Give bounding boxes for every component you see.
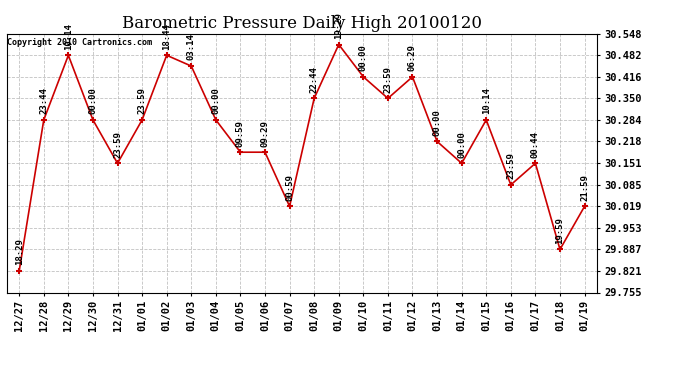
Text: Copyright 2010 Cartronics.com: Copyright 2010 Cartronics.com bbox=[8, 38, 152, 46]
Text: 18:44: 18:44 bbox=[162, 23, 171, 50]
Text: 00:00: 00:00 bbox=[211, 87, 220, 114]
Text: 00:59: 00:59 bbox=[285, 174, 294, 201]
Text: 23:44: 23:44 bbox=[39, 87, 48, 114]
Text: 00:00: 00:00 bbox=[457, 131, 466, 158]
Text: 00:00: 00:00 bbox=[359, 44, 368, 71]
Text: 10:14: 10:14 bbox=[482, 87, 491, 114]
Text: 10:14: 10:14 bbox=[64, 23, 73, 50]
Text: 23:59: 23:59 bbox=[137, 87, 146, 114]
Text: 19:29: 19:29 bbox=[334, 12, 343, 39]
Text: 09:59: 09:59 bbox=[236, 120, 245, 147]
Text: 06:29: 06:29 bbox=[408, 44, 417, 71]
Text: 09:29: 09:29 bbox=[261, 120, 270, 147]
Text: 23:59: 23:59 bbox=[384, 66, 393, 93]
Text: 23:59: 23:59 bbox=[506, 152, 515, 179]
Text: 22:44: 22:44 bbox=[310, 66, 319, 93]
Text: 18:29: 18:29 bbox=[14, 238, 23, 265]
Text: 00:44: 00:44 bbox=[531, 131, 540, 158]
Text: 03:14: 03:14 bbox=[187, 33, 196, 60]
Text: 00:00: 00:00 bbox=[433, 109, 442, 136]
Text: 00:00: 00:00 bbox=[88, 87, 97, 114]
Text: 23:59: 23:59 bbox=[113, 131, 122, 158]
Title: Barometric Pressure Daily High 20100120: Barometric Pressure Daily High 20100120 bbox=[122, 15, 482, 32]
Text: 21:59: 21:59 bbox=[580, 174, 589, 201]
Text: 19:59: 19:59 bbox=[555, 217, 564, 244]
